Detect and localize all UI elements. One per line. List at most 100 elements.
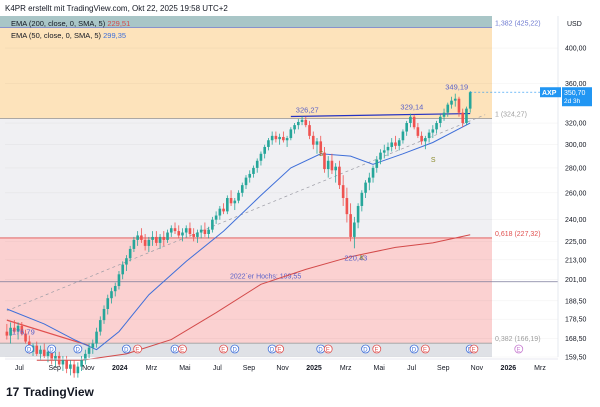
event-badge-label: D	[270, 348, 275, 354]
x-tick-label: Sep	[48, 365, 61, 372]
event-badge-label: E	[180, 348, 184, 354]
pattern-marker: K	[360, 255, 365, 262]
event-badge-label: D	[318, 348, 323, 354]
event-badge	[47, 344, 57, 354]
indicator-ema50[interactable]: EMA (50, close, 0, SMA, 5) 299,35	[11, 31, 126, 40]
candle-body	[390, 142, 394, 147]
event-badge-label: D	[49, 348, 54, 354]
candle-body	[405, 123, 408, 132]
y-tick-label: 360,00	[565, 81, 587, 88]
candle-body	[311, 135, 315, 145]
candle-body	[438, 116, 442, 124]
candle-body	[57, 355, 61, 365]
event-badge-label: E	[374, 348, 378, 354]
candle-body	[121, 264, 125, 275]
candle-body	[349, 214, 352, 237]
candle-body	[207, 229, 210, 234]
pattern-marker: S	[319, 151, 324, 158]
candle-body	[412, 116, 416, 128]
candle-body	[465, 108, 468, 124]
candle-body	[285, 138, 289, 141]
candle-body	[457, 98, 461, 113]
candle-body	[72, 364, 76, 374]
y-tick-label: 300,00	[565, 142, 587, 149]
x-tick-label: Sep	[243, 365, 256, 372]
event-badge	[469, 344, 479, 354]
candle-body	[401, 131, 405, 141]
x-tick-label: 2025	[306, 365, 322, 372]
y-tick-label: 280,00	[565, 165, 587, 172]
candle-body	[338, 166, 341, 186]
candle-body	[181, 232, 184, 236]
fib-label: 0,382 (166,19)	[495, 336, 541, 343]
candle-body	[255, 160, 259, 168]
candle-body	[326, 160, 330, 170]
event-badge-label: E	[472, 348, 476, 354]
candle-body	[147, 239, 151, 246]
candle-body	[102, 308, 106, 321]
candle-body	[394, 142, 397, 146]
y-tick-label: 188,50	[565, 298, 587, 305]
candle-body	[334, 166, 337, 171]
candle-body	[226, 198, 229, 212]
candle-body	[9, 327, 12, 336]
candle-body	[218, 208, 222, 216]
candle-body	[155, 236, 158, 243]
candle-body	[16, 325, 20, 332]
event-badge-label: D	[27, 348, 32, 354]
candle-body	[76, 366, 80, 374]
candle-body	[323, 152, 326, 170]
candle-body	[95, 331, 98, 344]
candle-body	[203, 229, 207, 234]
candle-body	[330, 160, 334, 171]
candle-body	[431, 129, 435, 133]
event-badge-label: D	[124, 348, 129, 354]
hline-label: 2022´er Hochs: 199,55	[230, 274, 301, 281]
candle-body	[308, 125, 311, 136]
candle-body	[386, 146, 390, 151]
candle-body	[453, 98, 457, 101]
candle-body	[233, 200, 237, 204]
trend-line	[6, 319, 90, 347]
price-annotation: 326,27	[296, 105, 319, 114]
pattern-marker: S	[431, 157, 436, 164]
candle-body	[345, 198, 349, 215]
candle-body	[240, 185, 244, 193]
candle-body	[69, 364, 72, 369]
axes: USD 400,00 360,00 320,00 300,00 280,00 260,00 2…	[5, 16, 592, 372]
candle-body	[110, 291, 113, 299]
trend-line	[6, 114, 486, 312]
candle-body	[424, 138, 427, 142]
candle-body	[80, 360, 83, 367]
price-annotation: 176,79	[12, 327, 35, 336]
event-badge-label: E	[516, 348, 520, 354]
candle-body	[50, 351, 54, 361]
candle-body	[20, 325, 24, 334]
price-annotation: 349,19	[445, 83, 468, 92]
candle-body	[248, 173, 252, 178]
symbol-badge	[540, 87, 561, 98]
candle-body	[158, 236, 162, 243]
event-badge	[275, 344, 285, 354]
event-badge	[361, 344, 370, 354]
candle-body	[237, 192, 240, 201]
event-badge	[178, 344, 187, 354]
x-tick-label: Jul	[213, 365, 222, 372]
candle-body	[192, 233, 196, 237]
candle-body	[379, 152, 382, 160]
candle-body	[353, 222, 356, 237]
candle-body	[382, 150, 386, 153]
candle-body	[229, 198, 233, 204]
candle-body	[375, 159, 379, 168]
candle-body	[371, 167, 375, 178]
fib-zone-orange	[0, 27, 492, 119]
tradingview-logo[interactable]: 17 TradingView	[6, 385, 94, 399]
event-badge-label: D	[76, 348, 81, 354]
fib-label: 1 (324,27)	[495, 112, 527, 119]
candle-body	[132, 239, 136, 249]
indicator-ema200[interactable]: EMA (200, close, 0, SMA, 5) 229,51	[11, 19, 130, 28]
x-tick-label: Mai	[179, 365, 191, 372]
indicator-ema50-label: EMA (50, close, 0, SMA, 5)	[11, 31, 102, 40]
